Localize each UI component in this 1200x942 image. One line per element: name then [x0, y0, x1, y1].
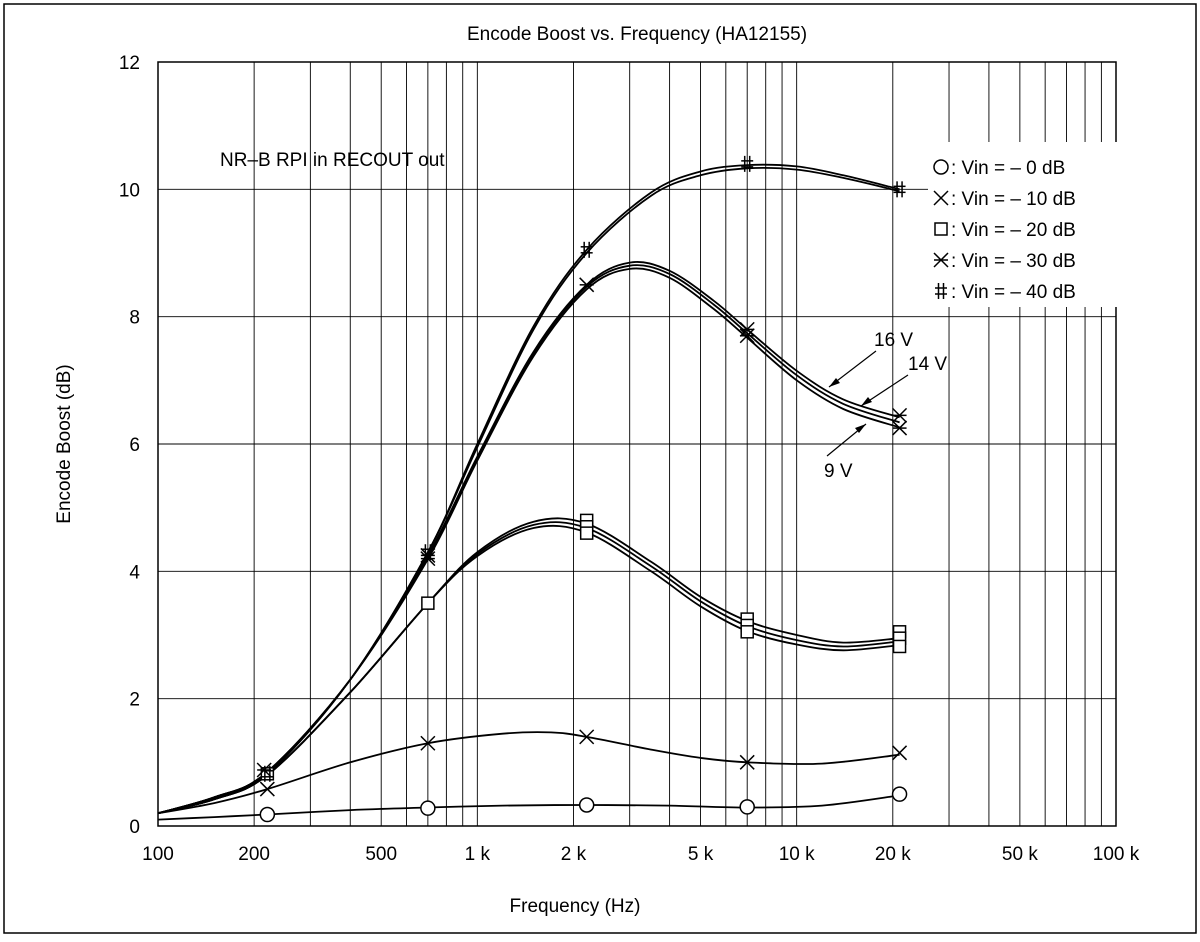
series-square-point-10 — [892, 639, 907, 654]
series-asterisk-point-4 — [739, 321, 755, 337]
series-hash-point-4 — [893, 181, 906, 198]
series-cross-point-4 — [892, 745, 908, 761]
x-tick-label-20-k: 20 k — [875, 844, 911, 865]
series-cross-point-1-stroke — [420, 735, 436, 751]
legend-marker-hash — [935, 283, 947, 299]
y-tick-label-6: 6 — [129, 435, 140, 456]
series-cross-point-0-stroke — [259, 781, 275, 797]
legend-marker-square — [934, 222, 948, 236]
legend-label-cross: : Vin = – 10 dB — [951, 189, 1076, 210]
supply-voltage-callouts: 16 V 14 V 9 V — [824, 330, 947, 482]
legend-label-hash: : Vin = – 40 dB — [951, 282, 1076, 303]
series-circle-point-1-shape — [420, 800, 436, 816]
legend-marker-square-shape — [934, 222, 948, 236]
leader-9v-arrowhead — [855, 424, 866, 433]
legend-marker-cross-stroke — [933, 190, 949, 206]
series-cross-point-0 — [259, 781, 275, 797]
series-circle-point-4-shape — [891, 786, 908, 802]
x-tick-label-1-k: 1 k — [465, 844, 491, 865]
series-asterisk-point-7 — [892, 420, 908, 436]
x-tick-label-10-k: 10 k — [779, 844, 815, 865]
y-tick-label-8: 8 — [129, 308, 140, 329]
series-asterisk-line-2 — [157, 267, 900, 815]
x-tick-label-500: 500 — [365, 844, 397, 865]
y-tick-label-4: 4 — [129, 562, 140, 583]
chart-title: Encode Boost vs. Frequency (HA12155) — [467, 24, 807, 45]
series-cross-point-3 — [739, 754, 755, 770]
series-square-point-4 — [579, 526, 594, 540]
annotation-9v: 9 V — [824, 461, 853, 482]
y-tick-label-0: 0 — [129, 817, 140, 838]
series-circle-point-2-shape — [578, 797, 595, 813]
series-square-point-10-shape — [892, 639, 907, 654]
legend-marker-cross — [933, 190, 949, 206]
series-circle-point-4 — [891, 786, 908, 802]
series-circle-point-3 — [739, 799, 755, 815]
legend: : Vin = – 0 dB : Vin = – 10 dB : Vin = – 2… — [933, 158, 1076, 303]
legend-label-circle: : Vin = – 0 dB — [951, 158, 1065, 179]
y-axis-label: Encode Boost (dB) — [54, 364, 75, 523]
legend-label-asterisk: : Vin = – 30 dB — [951, 251, 1076, 272]
legend-marker-circle-shape — [933, 159, 949, 175]
annotation-16v: 16 V — [874, 330, 913, 351]
series-asterisk-point-5 — [739, 328, 755, 344]
series-hash-line-1 — [157, 166, 900, 815]
y-tick-label-2: 2 — [129, 690, 140, 711]
y-tick-label-12: 12 — [119, 53, 140, 74]
series-square-point-1 — [421, 596, 435, 610]
leader-14v-arrowhead — [861, 397, 872, 406]
series-hash-line-0 — [157, 163, 900, 815]
curve-layer — [157, 163, 900, 821]
series-circle-point-0 — [259, 806, 276, 823]
series-square-line-2 — [157, 524, 900, 815]
annotation-14v: 14 V — [908, 354, 947, 375]
series-cross-point-3-stroke — [739, 754, 755, 770]
series-circle-point-3-shape — [739, 799, 755, 815]
series-cross-point-2 — [579, 729, 595, 745]
series-circle-point-1 — [420, 800, 436, 816]
series-asterisk-line-0 — [157, 261, 900, 815]
series-hash-point-0 — [261, 765, 274, 782]
outer-border — [3, 3, 1197, 934]
series-hash-point-3 — [741, 155, 754, 172]
series-circle-point-0-shape — [259, 806, 276, 823]
series-cross-point-4-stroke — [892, 745, 908, 761]
x-tick-label-200: 200 — [238, 844, 270, 865]
series-asterisk-line-1 — [157, 264, 900, 815]
x-tick-label-100: 100 — [142, 844, 174, 865]
series-asterisk-point-3 — [579, 277, 595, 293]
tick-layer: 100 200 500 1 k 2 k 5 k 10 k 20 k 50 k 100 k 0 2 4 6 8… — [119, 53, 1140, 865]
series-asterisk-point-6 — [892, 407, 908, 423]
series-cross-point-2-stroke — [579, 729, 595, 745]
series-square-point-7 — [740, 625, 754, 639]
series-asterisk-point-2 — [420, 551, 436, 567]
x-tick-label-2-k: 2 k — [561, 844, 587, 865]
condition-annotation: NR–B RPI in RECOUT out — [220, 150, 445, 171]
series-square-point-7-shape — [740, 625, 754, 639]
x-tick-label-100-k: 100 k — [1093, 844, 1140, 865]
legend-label-square: : Vin = – 20 dB — [951, 220, 1076, 241]
plot-area-border — [157, 61, 1117, 827]
series-hash-point-2 — [580, 241, 593, 258]
legend-background — [928, 142, 1118, 307]
x-tick-label-50-k: 50 k — [1002, 844, 1038, 865]
x-axis-label: Frequency (Hz) — [510, 896, 641, 917]
x-tick-label-5-k: 5 k — [688, 844, 714, 865]
series-square-point-4-shape — [579, 526, 594, 540]
series-square-point-1-shape — [421, 596, 435, 610]
leader-16v-arrowhead — [829, 378, 840, 387]
series-hash-point-1 — [421, 544, 434, 561]
y-tick-label-10: 10 — [119, 180, 140, 201]
marker-layer — [256, 155, 908, 823]
legend-marker-circle — [933, 159, 949, 175]
series-circle-point-2 — [578, 797, 595, 813]
legend-marker-asterisk — [933, 252, 949, 268]
series-cross-point-1 — [420, 735, 436, 751]
